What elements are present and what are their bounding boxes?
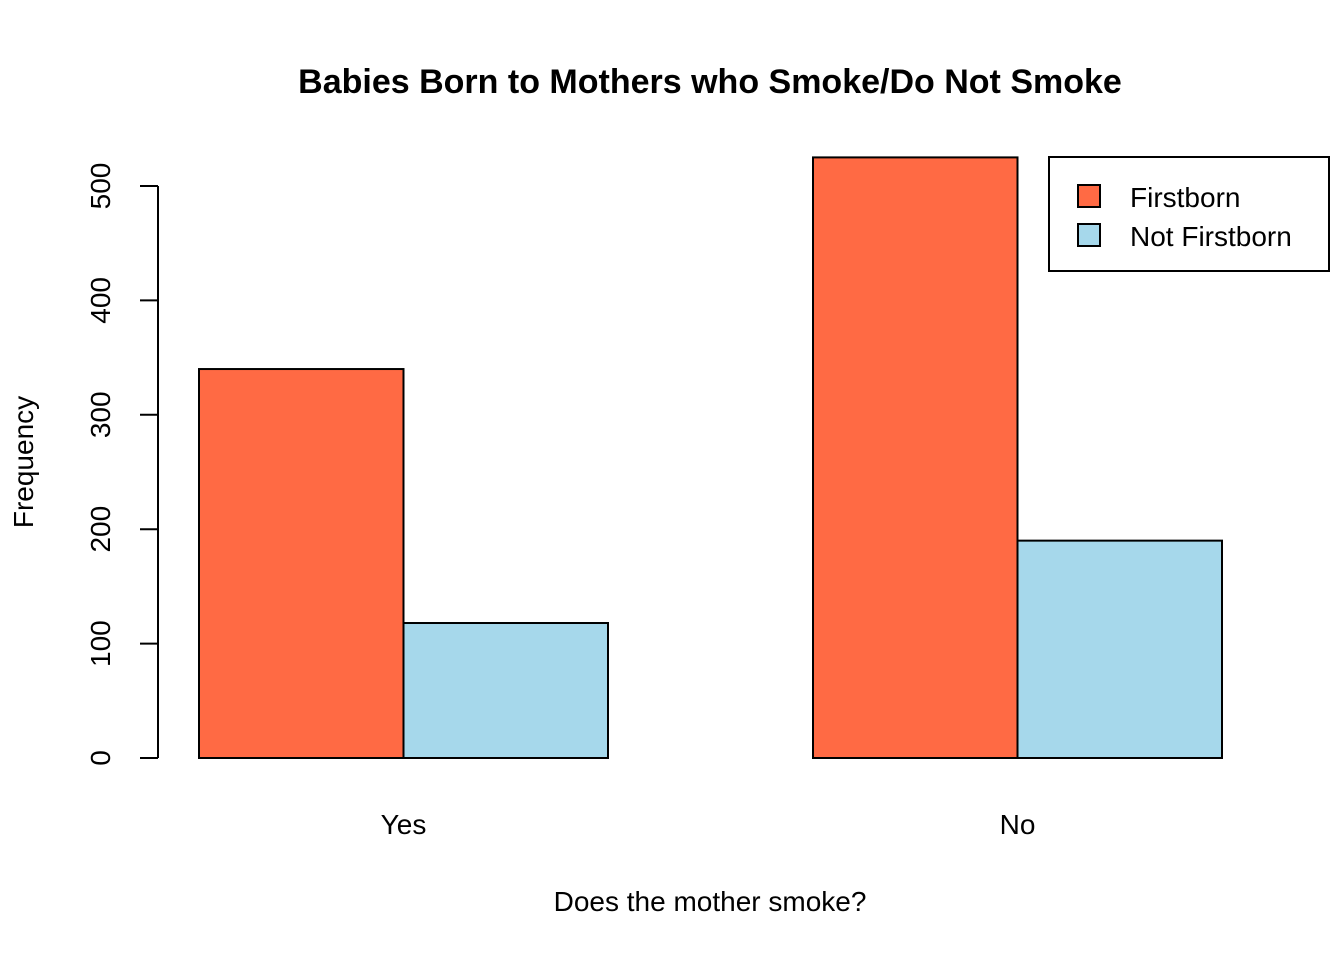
bars	[198, 156, 1223, 760]
legend-swatch-firstborn	[1077, 184, 1101, 208]
legend-swatch-not-firstborn	[1077, 223, 1101, 247]
bar-yes-not-firstborn	[402, 622, 609, 759]
x-axis-tick-labels: Yes No	[381, 809, 1036, 840]
bar-yes-firstborn	[198, 368, 405, 759]
y-tick-label: 200	[85, 506, 116, 553]
legend: Firstborn Not Firstborn	[1048, 156, 1330, 272]
legend-label-firstborn: Firstborn	[1130, 182, 1240, 213]
x-tick-label-yes: Yes	[381, 809, 427, 840]
chart-title: Babies Born to Mothers who Smoke/Do Not …	[298, 63, 1122, 101]
y-tick-label: 100	[85, 620, 116, 667]
legend-box	[1048, 156, 1330, 272]
y-axis-label: Frequency	[8, 396, 39, 528]
y-axis: 0 100 200 300 400 500	[85, 163, 159, 766]
y-tick-label: 0	[85, 750, 116, 766]
y-tick-label: 400	[85, 277, 116, 324]
x-tick-label-no: No	[1000, 809, 1036, 840]
legend-label-not-firstborn: Not Firstborn	[1130, 221, 1292, 252]
bar-no-not-firstborn	[1016, 539, 1223, 760]
y-tick-label: 300	[85, 391, 116, 438]
x-axis-label: Does the mother smoke?	[554, 886, 867, 917]
y-tick-label: 500	[85, 163, 116, 210]
bar-no-firstborn	[812, 156, 1019, 759]
